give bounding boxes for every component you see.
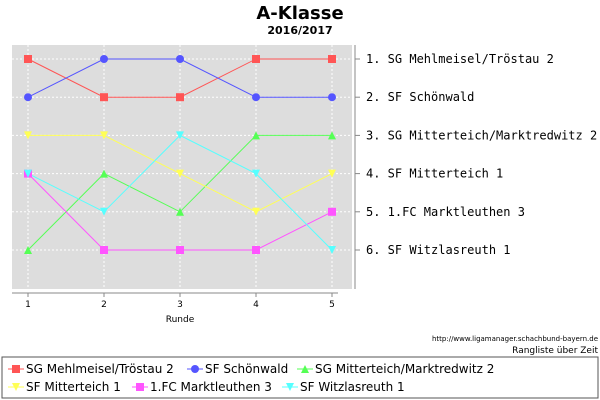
rank-label: 1. SG Mehlmeisel/Tröstau 2 xyxy=(366,52,554,66)
series-3-point xyxy=(100,169,108,178)
source-url: http://www.ligamanager.schachbund-bayern… xyxy=(432,335,598,343)
series-6-point xyxy=(24,169,32,178)
series-2-point xyxy=(252,93,260,102)
series-2-point xyxy=(328,93,336,102)
x-tick-label: 2 xyxy=(101,300,107,310)
legend-label-2: SF Schönwald xyxy=(205,362,288,376)
legend-marker-5 xyxy=(136,383,144,391)
series-1-point xyxy=(252,55,260,63)
series-6-point xyxy=(176,131,184,140)
series-1-point xyxy=(176,93,184,102)
series-1-point xyxy=(100,93,108,102)
series-4-point xyxy=(24,131,32,140)
legend-label-5: 1.FC Marktleuthen 3 xyxy=(150,380,272,394)
series-4-point xyxy=(252,207,260,216)
rank-label: 6. SF Witzlasreuth 1 xyxy=(366,243,511,257)
series-5-point xyxy=(100,246,108,254)
rank-label: 3. SG Mitterteich/Marktredwitz 2 xyxy=(366,128,597,142)
rank-label: 4. SF Mitterteich 1 xyxy=(366,167,503,181)
series-6-point xyxy=(100,207,108,216)
legend-marker-3 xyxy=(301,365,309,373)
legend-label-6: SF Witzlasreuth 1 xyxy=(300,380,405,394)
chart-title: A-Klasse xyxy=(256,3,343,24)
rank-label: 2. SF Schönwald xyxy=(366,90,474,104)
x-tick-label: 5 xyxy=(329,300,335,310)
legend-marker-6 xyxy=(286,383,294,391)
rank-ticks: 1. SG Mehlmeisel/Tröstau 2 2. SF Schönwal… xyxy=(355,52,597,257)
series-4-point xyxy=(176,169,184,178)
chart-subtitle: 2016/2017 xyxy=(267,24,332,37)
chart-note: Rangliste über Zeit xyxy=(512,346,598,356)
series-5-point xyxy=(328,207,336,216)
x-ticks: 1 2 3 4 5 xyxy=(25,293,335,310)
legend-label-1: SG Mehlmeisel/Tröstau 2 xyxy=(26,362,174,376)
series-4-point xyxy=(100,131,108,140)
series-3-point xyxy=(252,131,260,140)
series-1-point xyxy=(24,55,32,63)
series-2-point xyxy=(100,55,108,63)
legend-marker-4 xyxy=(12,383,20,391)
series-5-point xyxy=(176,246,184,254)
series-2-point xyxy=(24,93,32,102)
series-2-point xyxy=(176,55,184,63)
x-tick-label: 1 xyxy=(25,300,31,310)
series-6-point xyxy=(252,169,260,178)
series-3-point xyxy=(176,207,184,216)
series-6-point xyxy=(328,246,336,254)
rank-label: 5. 1.FC Marktleuthen 3 xyxy=(366,205,525,219)
legend-label-3: SG Mitterteich/Marktredwitz 2 xyxy=(315,362,494,376)
series-5-point xyxy=(252,246,260,254)
x-tick-label: 4 xyxy=(253,300,259,310)
legend-label-4: SF Mitterteich 1 xyxy=(26,380,121,394)
series-4-point xyxy=(328,169,336,178)
x-tick-label: 3 xyxy=(177,300,183,310)
series-markers xyxy=(24,55,336,254)
series-1-point xyxy=(328,55,336,63)
legend: SG Mehlmeisel/Tröstau 2 SF Schönwald SG Mi… xyxy=(8,362,494,394)
x-axis-label: Runde xyxy=(166,315,195,325)
series-3-point xyxy=(328,131,336,140)
legend-marker-1 xyxy=(12,365,20,373)
legend-box xyxy=(1,356,599,399)
series-3-point xyxy=(24,246,32,254)
legend-marker-2 xyxy=(191,365,199,373)
